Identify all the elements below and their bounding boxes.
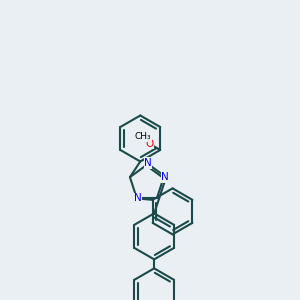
Text: N: N bbox=[144, 158, 152, 168]
Text: CH₃: CH₃ bbox=[135, 133, 152, 142]
Text: O: O bbox=[146, 139, 154, 149]
Text: N: N bbox=[134, 194, 142, 203]
Text: N: N bbox=[161, 172, 169, 182]
